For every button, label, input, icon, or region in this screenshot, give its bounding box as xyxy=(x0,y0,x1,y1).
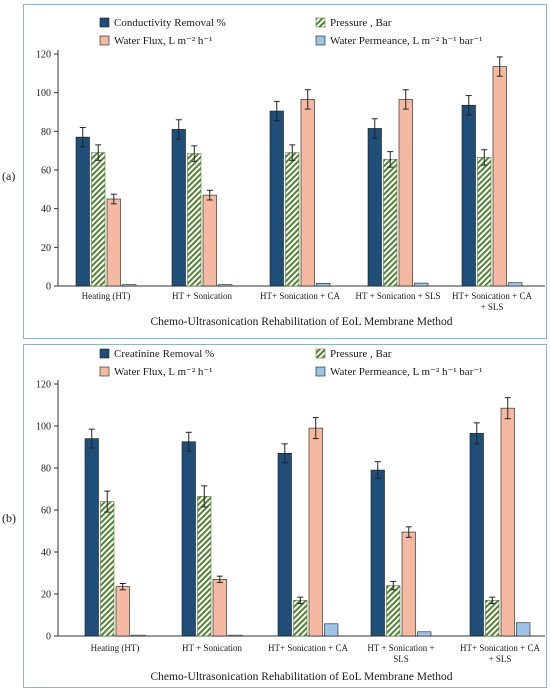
legend-swatch xyxy=(99,366,110,377)
bar xyxy=(417,631,432,637)
legend-swatch xyxy=(315,366,326,377)
bar xyxy=(500,407,515,637)
y-tick-label: 80 xyxy=(41,127,51,138)
y-tick-label: 100 xyxy=(36,422,51,433)
bar xyxy=(386,585,401,637)
y-tick-label: 0 xyxy=(46,282,51,293)
x-tick-label: HT + Sonication + SLS xyxy=(356,291,441,301)
panel-a-frame xyxy=(23,4,547,339)
bar xyxy=(171,129,186,287)
bar xyxy=(202,194,217,287)
y-tick-label: 20 xyxy=(41,243,51,254)
legend-label: Water Flux, L m⁻² h⁻¹ xyxy=(114,35,212,47)
y-tick-label: 0 xyxy=(46,632,51,643)
legend-swatch xyxy=(99,35,110,46)
bar xyxy=(269,110,284,287)
x-tick-label: HT + Sonication xyxy=(182,643,242,653)
x-tick-label: HT+ Sonication + CA xyxy=(452,291,532,301)
bar xyxy=(367,128,382,287)
bar xyxy=(508,282,523,287)
legend-swatch xyxy=(315,35,326,46)
y-tick-label: 120 xyxy=(36,380,51,391)
bar xyxy=(218,284,233,287)
y-tick-label: 40 xyxy=(41,548,51,559)
bar xyxy=(401,531,416,637)
legend-swatch xyxy=(99,348,110,359)
y-tick-label: 20 xyxy=(41,590,51,601)
bar xyxy=(122,284,137,287)
bar xyxy=(285,152,300,287)
x-tick-label: Heating (HT) xyxy=(91,643,140,653)
x-axis-label: Chemo-Ultrasonication Rehabilitation of … xyxy=(150,316,452,328)
bar xyxy=(277,452,292,637)
bar xyxy=(75,136,90,287)
legend-label: Water Permeance, L m⁻² h⁻¹ bar⁻¹ xyxy=(330,366,482,378)
legend-label: Creatinine Removal % xyxy=(114,348,214,360)
bar xyxy=(370,469,385,637)
x-tick-label: + SLS xyxy=(481,302,504,312)
bar xyxy=(300,99,315,287)
bar xyxy=(485,599,500,637)
x-tick-label: HT+ Sonication + CA xyxy=(260,291,340,301)
bar xyxy=(293,599,308,637)
y-tick-label: 60 xyxy=(41,506,51,517)
x-tick-label: HT + Sonication + xyxy=(367,643,434,653)
legend-label: Pressure , Bar xyxy=(330,17,392,29)
bar xyxy=(228,634,243,637)
bar xyxy=(100,501,115,637)
bar xyxy=(212,578,227,637)
bar xyxy=(316,282,331,287)
x-tick-label: HT + Sonication xyxy=(172,291,232,301)
legend-label: Water Flux, L m⁻² h⁻¹ xyxy=(114,366,212,378)
legend-swatch xyxy=(99,17,110,28)
x-tick-label: SLS xyxy=(393,654,409,664)
bar xyxy=(383,159,398,287)
panel-b-frame xyxy=(23,344,547,688)
bar xyxy=(91,152,106,287)
legend-swatch xyxy=(315,17,326,28)
bar xyxy=(197,496,212,637)
bar xyxy=(414,282,429,287)
bar xyxy=(324,623,339,637)
x-tick-label: HT+ Sonication + CA xyxy=(268,643,348,653)
bar xyxy=(181,441,196,637)
bar xyxy=(469,433,484,637)
legend-label: Water Permeance, L m⁻² h⁻¹ bar⁻¹ xyxy=(330,35,482,47)
bar xyxy=(516,622,531,637)
y-tick-label: 60 xyxy=(41,166,51,177)
bar xyxy=(115,586,130,637)
y-tick-label: 80 xyxy=(41,464,51,475)
x-axis-label: Chemo-Ultrasonication Rehabilitation of … xyxy=(150,671,452,683)
bar xyxy=(308,427,323,637)
bar xyxy=(106,198,121,287)
panel-b-label: (b) xyxy=(2,511,16,525)
bar xyxy=(492,66,507,287)
y-tick-label: 40 xyxy=(41,204,51,215)
legend-label: Pressure , Bar xyxy=(330,348,392,360)
legend-swatch xyxy=(315,348,326,359)
bar xyxy=(477,157,492,287)
panel-a-label: (a) xyxy=(2,169,16,183)
x-tick-label: HT+ Sonication + CA xyxy=(460,643,540,653)
bar xyxy=(187,153,202,287)
bar xyxy=(131,634,146,637)
x-tick-label: Heating (HT) xyxy=(82,291,131,301)
legend-label: Conductivity Removal % xyxy=(114,17,226,29)
bar xyxy=(84,438,99,637)
bar xyxy=(461,104,476,287)
y-tick-label: 100 xyxy=(36,88,51,99)
x-tick-label: + SLS xyxy=(489,654,512,664)
y-tick-label: 120 xyxy=(36,50,51,61)
bar xyxy=(398,99,413,287)
